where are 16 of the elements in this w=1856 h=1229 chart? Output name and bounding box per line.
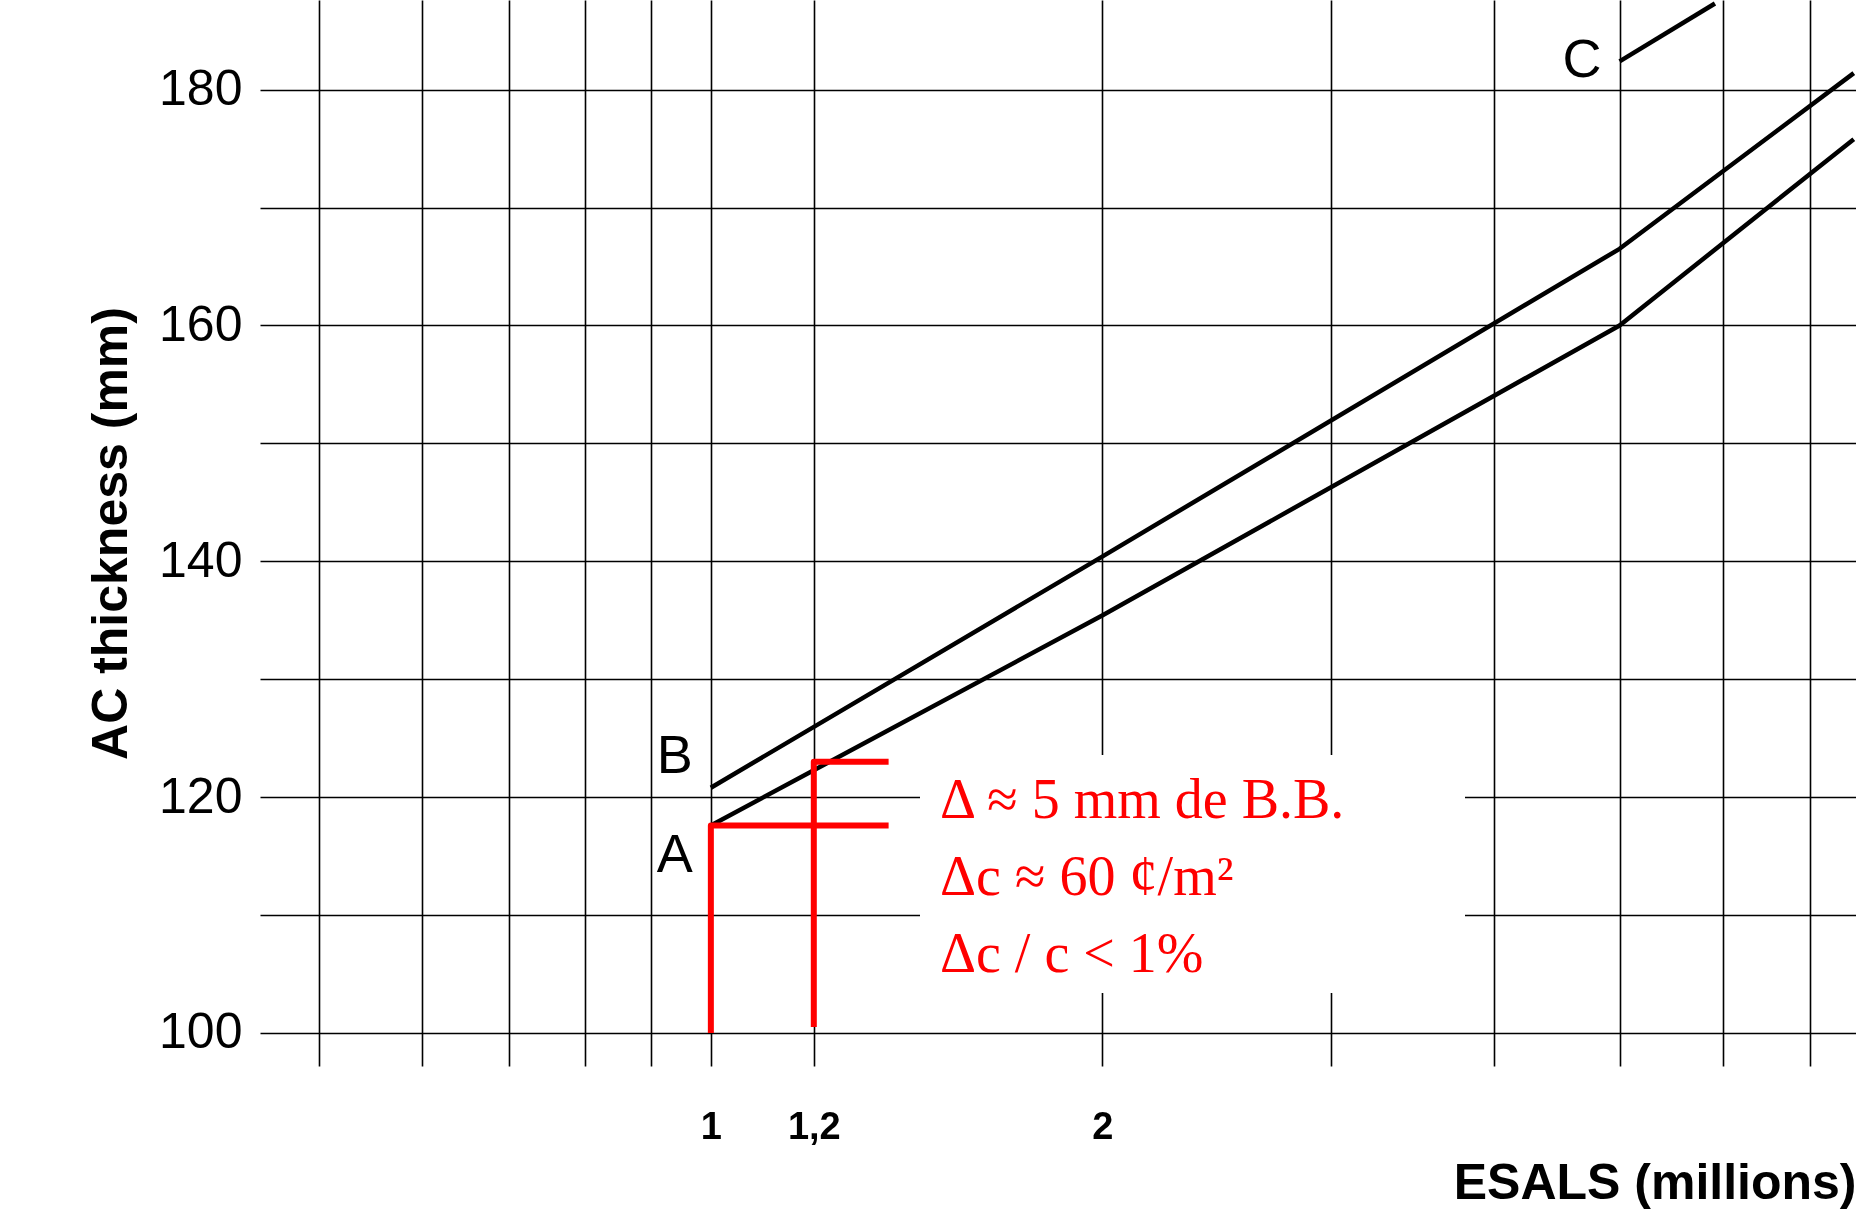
y-tick-label: 180 bbox=[159, 60, 243, 117]
y-axis-title: AC thickness (mm) bbox=[82, 307, 139, 760]
y-tick-label: 160 bbox=[159, 295, 243, 352]
series-label: B bbox=[656, 723, 693, 784]
annotation: Δc / c < 1% bbox=[940, 922, 1204, 984]
y-tick-label: 100 bbox=[159, 1003, 243, 1060]
y-tick-label: 120 bbox=[159, 767, 243, 824]
x-tick-label: 2 bbox=[1092, 1104, 1114, 1147]
x-axis-title: ESALS (millions) bbox=[1453, 1153, 1856, 1210]
x-tick-label: 1,2 bbox=[787, 1104, 841, 1147]
series-label: C bbox=[1562, 28, 1602, 89]
annotation: Δc ≈ 60 ¢/m² bbox=[940, 845, 1234, 907]
series-label: A bbox=[656, 823, 693, 884]
y-tick-label: 140 bbox=[159, 531, 243, 588]
x-tick-label: 1 bbox=[700, 1104, 722, 1147]
annotation: Δ ≈ 5 mm de B.B. bbox=[940, 768, 1345, 830]
